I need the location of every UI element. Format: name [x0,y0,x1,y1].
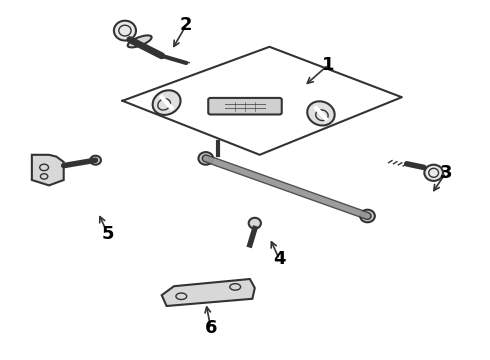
Text: 6: 6 [204,319,217,337]
Ellipse shape [153,90,180,115]
FancyBboxPatch shape [208,98,282,114]
Text: 3: 3 [440,164,452,182]
Ellipse shape [249,218,261,229]
Polygon shape [162,279,255,306]
Ellipse shape [128,35,151,48]
Ellipse shape [114,21,136,41]
Polygon shape [32,155,64,185]
Text: 2: 2 [180,16,193,34]
Text: 4: 4 [273,250,286,268]
Ellipse shape [307,101,335,126]
Text: 1: 1 [322,56,335,74]
Ellipse shape [90,156,101,165]
Ellipse shape [198,152,213,165]
Ellipse shape [360,210,375,222]
Ellipse shape [424,165,443,181]
Text: 5: 5 [101,225,114,243]
